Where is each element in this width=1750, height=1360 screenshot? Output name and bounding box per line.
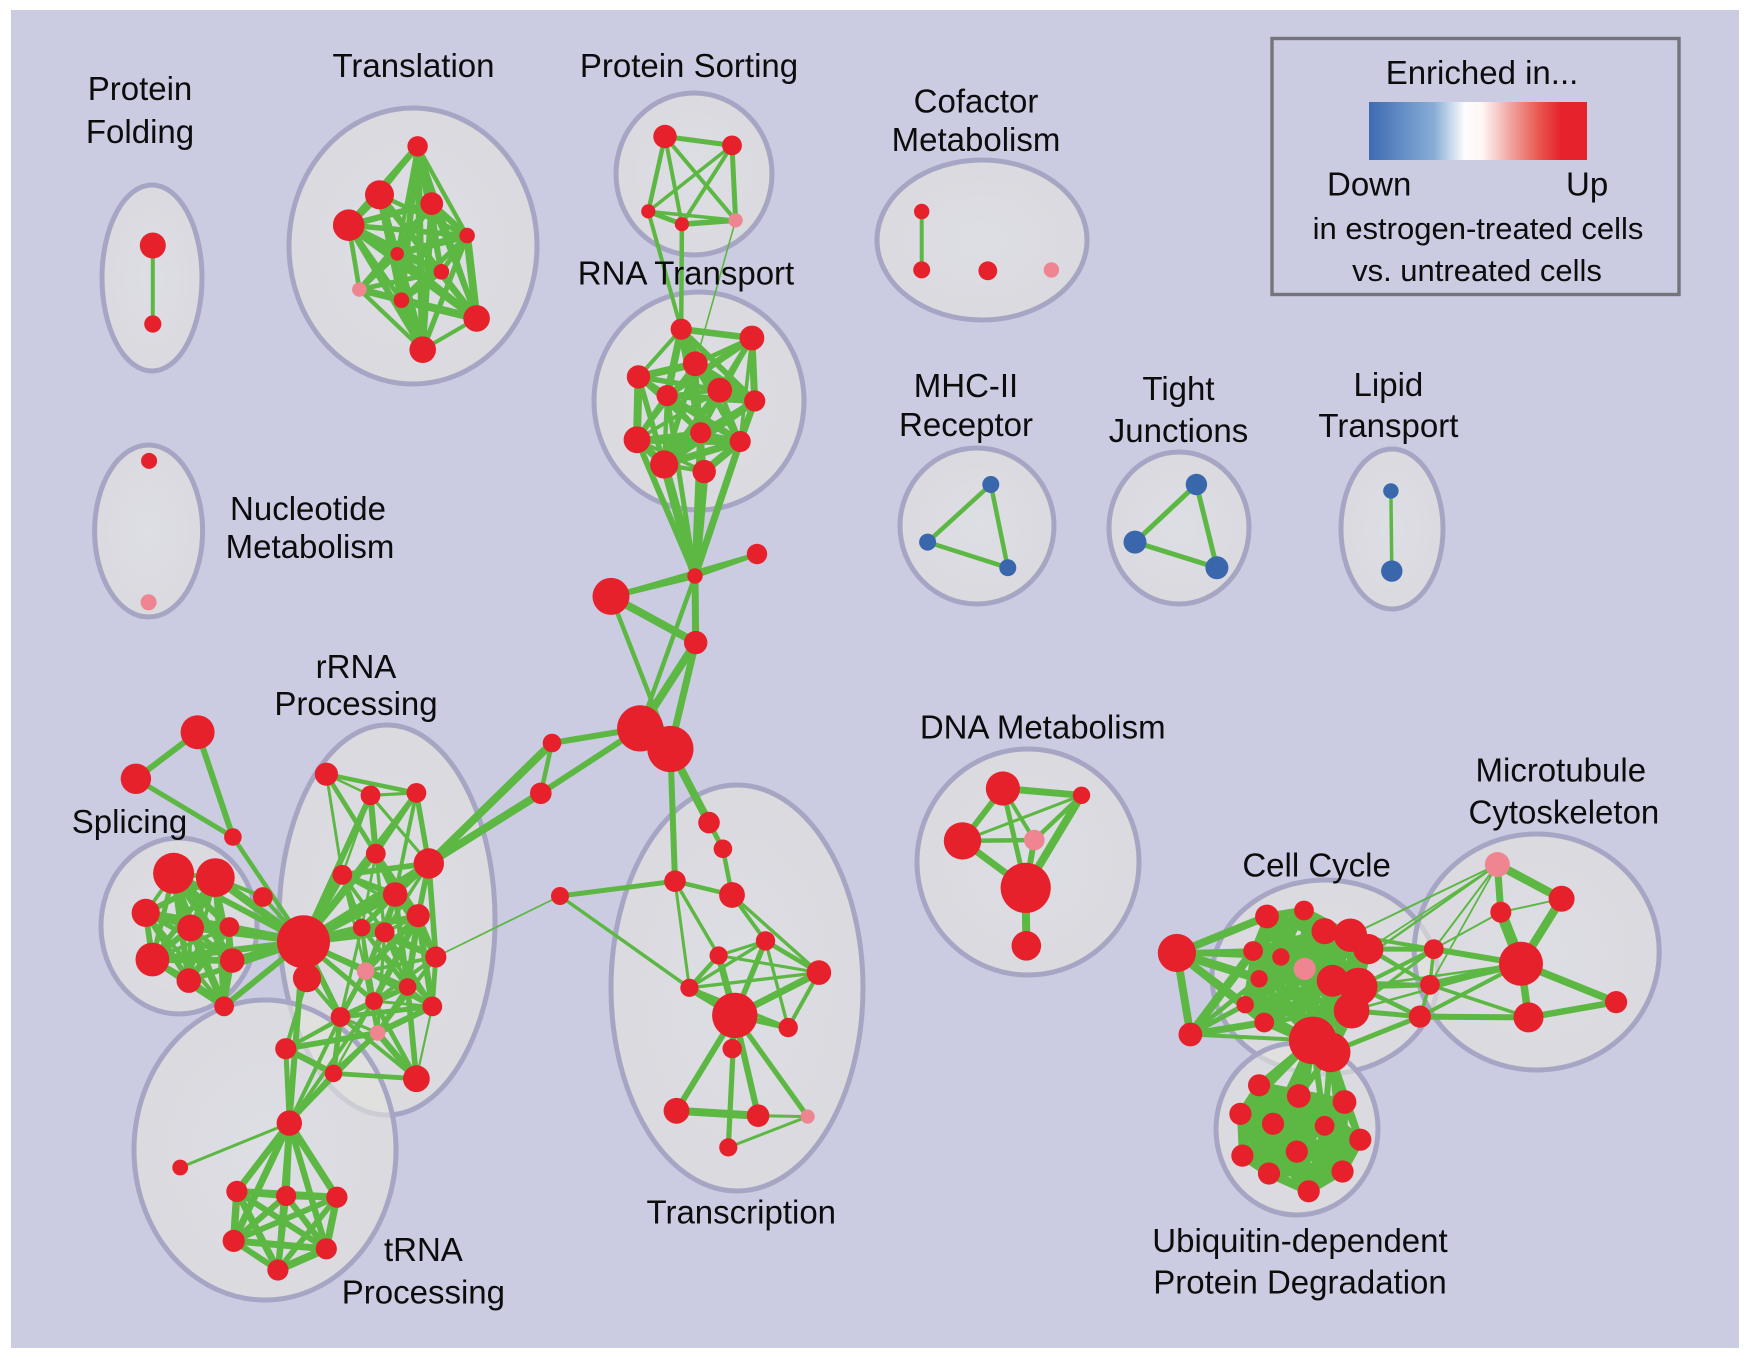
- svg-text:Metabolism: Metabolism: [226, 528, 395, 565]
- svg-text:Microtubule: Microtubule: [1476, 751, 1647, 788]
- svg-text:Enriched in...: Enriched in...: [1386, 54, 1579, 91]
- svg-text:Up: Up: [1566, 166, 1608, 203]
- svg-text:Cytoskeleton: Cytoskeleton: [1469, 794, 1660, 831]
- svg-text:DNA Metabolism: DNA Metabolism: [920, 709, 1166, 746]
- svg-text:Splicing: Splicing: [72, 803, 188, 840]
- svg-text:Protein: Protein: [88, 70, 193, 107]
- svg-text:Protein Sorting: Protein Sorting: [580, 47, 798, 84]
- svg-text:in estrogen-treated cells: in estrogen-treated cells: [1313, 211, 1644, 246]
- svg-text:Cell Cycle: Cell Cycle: [1242, 847, 1391, 884]
- svg-text:Down: Down: [1327, 166, 1411, 203]
- svg-text:Protein Degradation: Protein Degradation: [1153, 1264, 1447, 1301]
- svg-text:rRNA: rRNA: [316, 648, 397, 685]
- svg-text:tRNA: tRNA: [384, 1231, 463, 1268]
- svg-text:MHC-II: MHC-II: [914, 367, 1018, 404]
- svg-text:Ubiquitin-dependent: Ubiquitin-dependent: [1152, 1222, 1447, 1259]
- svg-text:Processing: Processing: [274, 685, 437, 722]
- svg-text:Translation: Translation: [332, 47, 494, 84]
- svg-text:Folding: Folding: [86, 113, 194, 150]
- svg-text:Lipid: Lipid: [1354, 366, 1424, 403]
- svg-text:Junctions: Junctions: [1109, 412, 1248, 449]
- svg-text:Receptor: Receptor: [899, 406, 1033, 443]
- svg-text:RNA Transport: RNA Transport: [578, 255, 794, 292]
- svg-text:Metabolism: Metabolism: [892, 121, 1061, 158]
- svg-text:Transcription: Transcription: [647, 1194, 837, 1231]
- svg-text:Transport: Transport: [1318, 407, 1458, 444]
- svg-text:vs. untreated cells: vs. untreated cells: [1352, 253, 1602, 288]
- svg-text:Nucleotide: Nucleotide: [230, 490, 386, 527]
- svg-text:Cofactor: Cofactor: [914, 83, 1039, 120]
- svg-text:Processing: Processing: [342, 1274, 505, 1311]
- svg-text:Tight: Tight: [1142, 370, 1214, 407]
